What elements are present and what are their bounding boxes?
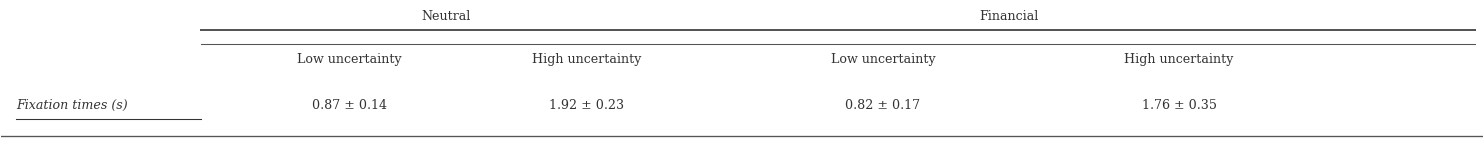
- Text: Fixation times (s): Fixation times (s): [16, 99, 128, 112]
- Text: 0.82 ± 0.17: 0.82 ± 0.17: [846, 99, 920, 112]
- Text: 0.87 ± 0.14: 0.87 ± 0.14: [312, 99, 387, 112]
- Text: High uncertainty: High uncertainty: [531, 53, 641, 66]
- Text: High uncertainty: High uncertainty: [1125, 53, 1233, 66]
- Text: Low uncertainty: Low uncertainty: [297, 53, 402, 66]
- Text: Financial: Financial: [979, 10, 1039, 22]
- Text: 1.92 ± 0.23: 1.92 ± 0.23: [549, 99, 623, 112]
- Text: Low uncertainty: Low uncertainty: [831, 53, 935, 66]
- Text: 1.76 ± 0.35: 1.76 ± 0.35: [1141, 99, 1217, 112]
- Text: Neutral: Neutral: [421, 10, 470, 22]
